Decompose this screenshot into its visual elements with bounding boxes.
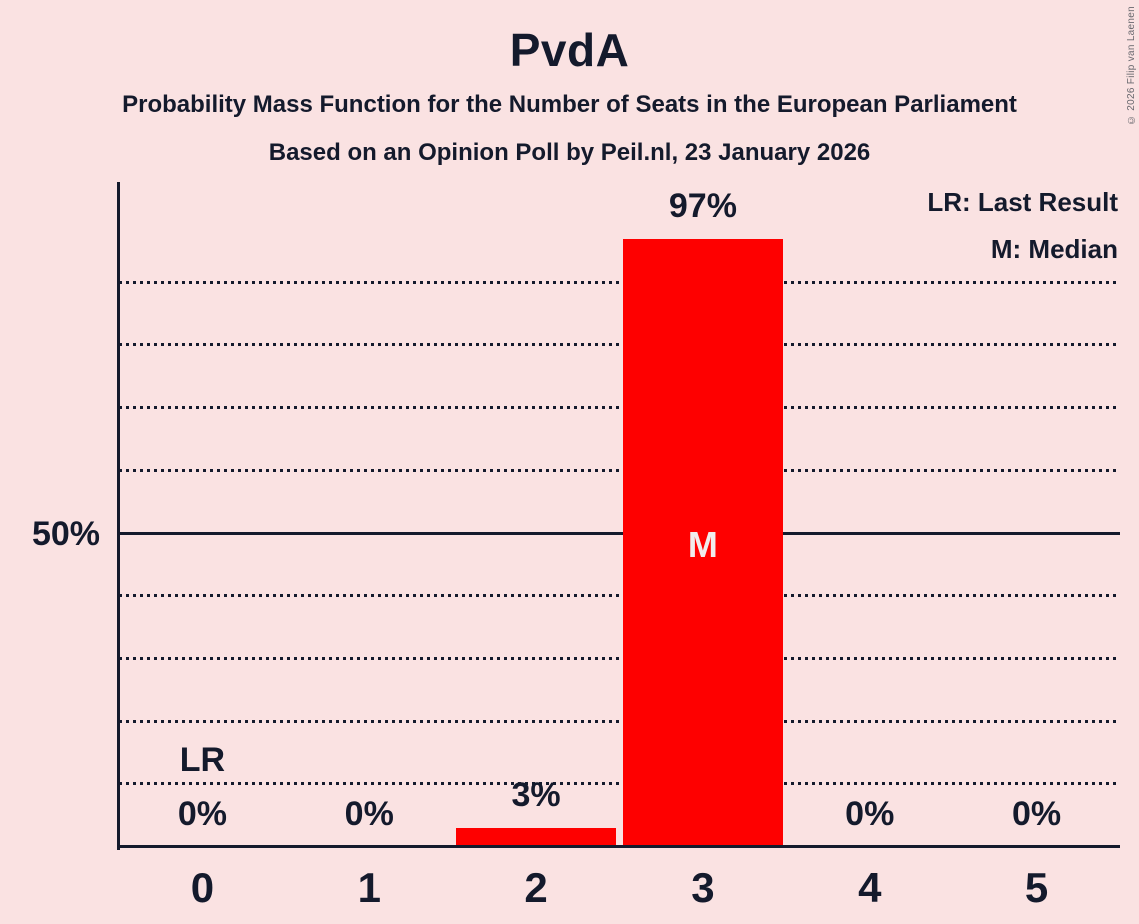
y-axis-50pct-label: 50% xyxy=(31,515,100,553)
bar-value-label-seats-4: 0% xyxy=(845,795,895,833)
gridline-dotted-10pct xyxy=(119,782,1120,786)
legend-median: M: Median xyxy=(990,234,1118,264)
copyright-note: © 2026 Filip van Laenen xyxy=(1126,6,1137,126)
gridline-dotted-30pct xyxy=(119,656,1120,660)
gridline-dotted-60pct xyxy=(119,468,1120,472)
bar-value-label-seats-1: 0% xyxy=(344,795,394,833)
x-axis-label-seats-2: 2 xyxy=(524,864,548,911)
x-axis-label-seats-3: 3 xyxy=(691,864,715,911)
gridline-dotted-20pct xyxy=(119,719,1120,723)
last-result-marker: LR xyxy=(179,741,226,779)
bar-value-label-seats-5: 0% xyxy=(1012,795,1062,833)
bar-seats-2 xyxy=(456,828,616,847)
gridline-dotted-70pct xyxy=(119,406,1120,410)
bar-value-label-seats-3: 97% xyxy=(668,186,737,225)
gridline-solid-50pct xyxy=(119,531,1120,535)
bar-seats-3 xyxy=(623,238,783,847)
chart-subtitle-line1: Probability Mass Function for the Number… xyxy=(122,91,1017,118)
gridline-dotted-90pct xyxy=(119,280,1120,284)
legend-last-result: LR: Last Result xyxy=(927,187,1118,217)
y-axis-line xyxy=(117,182,120,850)
median-marker: M xyxy=(687,524,718,565)
bar-value-label-seats-2: 3% xyxy=(511,776,561,815)
gridline-dotted-40pct xyxy=(119,594,1120,598)
bar-value-label-seats-0: 0% xyxy=(177,795,227,833)
x-axis-label-seats-1: 1 xyxy=(357,864,381,911)
gridline-dotted-80pct xyxy=(119,343,1120,347)
x-axis-label-seats-5: 5 xyxy=(1024,864,1049,911)
chart-title: PvdA xyxy=(509,24,630,76)
chart-subtitle-line2: Based on an Opinion Poll by Peil.nl, 23 … xyxy=(268,139,871,166)
x-axis-line xyxy=(117,845,1120,848)
x-axis-label-seats-0: 0 xyxy=(190,864,215,911)
x-axis-label-seats-4: 4 xyxy=(858,864,882,911)
